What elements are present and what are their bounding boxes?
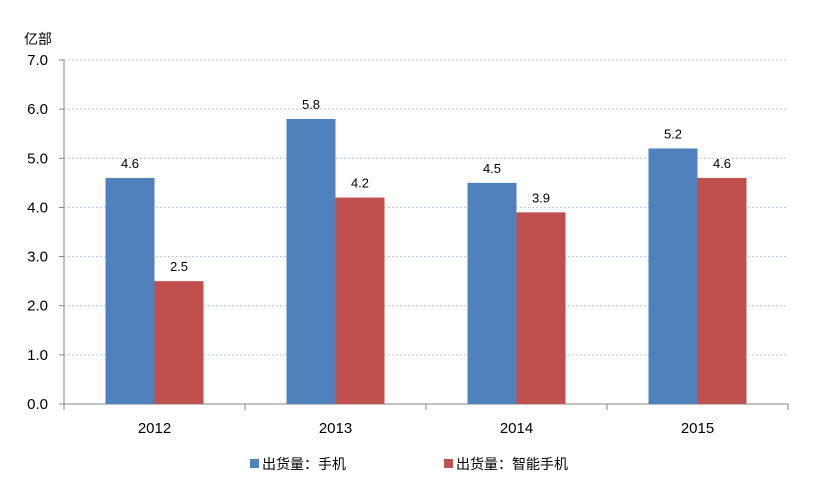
legend-label: 出货量：手机 <box>262 456 346 473</box>
data-labels: 4.6 2.5 5.8 4.2 4.5 3.9 5.2 4.6 <box>121 97 731 274</box>
bar <box>467 182 517 404</box>
legend-swatch <box>250 459 259 468</box>
x-tick-label: 2014 <box>500 420 533 437</box>
data-label: 5.8 <box>302 97 320 112</box>
y-tick-label: 1.0 <box>27 347 48 364</box>
data-label: 4.2 <box>351 176 369 191</box>
y-tick-label: 3.0 <box>27 249 48 266</box>
y-tick-label: 6.0 <box>27 101 48 118</box>
y-axis-unit-label: 亿部 <box>24 32 52 48</box>
bar <box>286 118 336 404</box>
axes: 0.0 1.0 2.0 3.0 4.0 5.0 6.0 7.0 2012 2013 2014 2015 <box>27 52 789 437</box>
data-label: 2.5 <box>170 259 188 274</box>
bar <box>105 177 155 404</box>
y-tick-label: 2.0 <box>27 298 48 315</box>
y-tick-label: 5.0 <box>27 150 48 167</box>
data-label: 3.9 <box>532 190 550 205</box>
x-tick-label: 2015 <box>681 420 714 437</box>
y-tick-label: 4.0 <box>27 199 48 216</box>
bar <box>516 212 566 404</box>
legend-label: 出货量：智能手机 <box>456 456 568 473</box>
data-label: 4.6 <box>713 156 731 171</box>
data-label: 4.6 <box>121 156 139 171</box>
legend: 出货量：手机 出货量：智能手机 <box>250 456 568 473</box>
bar <box>697 177 747 404</box>
y-tick-label: 0.0 <box>27 396 48 413</box>
legend-swatch <box>444 459 453 468</box>
x-tick-label: 2013 <box>319 420 352 437</box>
bar <box>154 281 204 404</box>
bar <box>335 197 385 404</box>
y-tick-label: 7.0 <box>27 52 48 69</box>
data-label: 5.2 <box>664 126 682 141</box>
data-label: 4.5 <box>483 161 501 176</box>
x-tick-label: 2012 <box>138 420 171 437</box>
bars <box>105 118 747 404</box>
bar <box>648 148 698 404</box>
